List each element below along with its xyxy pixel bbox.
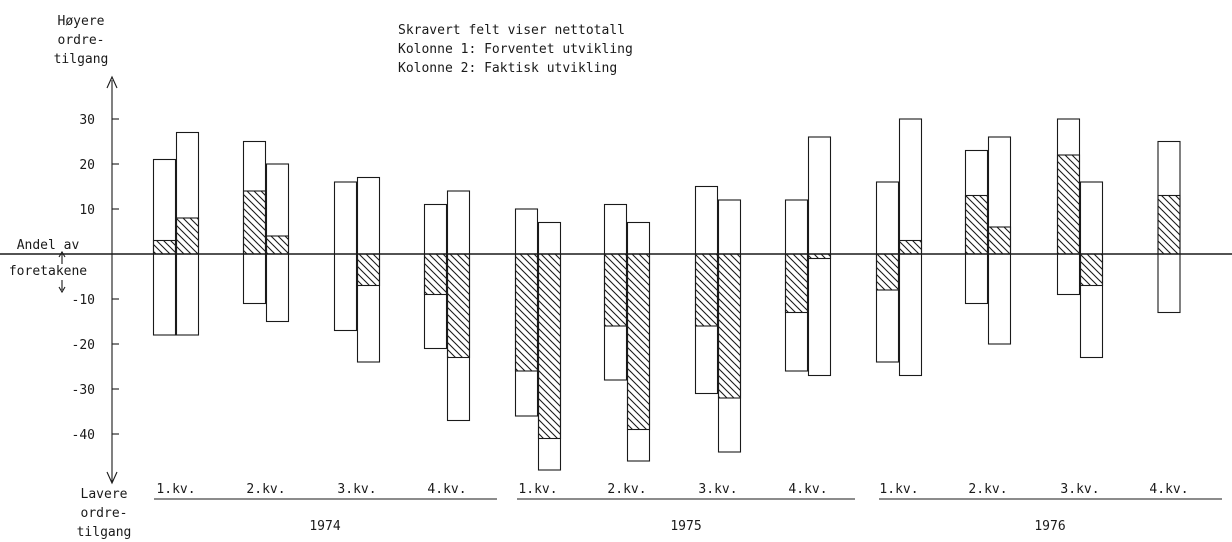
bar-net-hatched (1056, 154, 1081, 255)
bar-column-1 (242, 140, 267, 305)
y-bottom-caption-line-2: ordre- (81, 506, 128, 521)
y-tick-label: 30 (79, 113, 95, 128)
y-top-caption: Høyere ordre- tilgang (54, 14, 109, 67)
bar-net-hatched (356, 253, 381, 287)
note-column-1: Kolonne 1: Forventet utvikling (398, 42, 633, 57)
bar-net-hatched (537, 253, 562, 440)
bar-column-2 (987, 136, 1012, 345)
bar-net-hatched (964, 194, 989, 255)
arrow-up-icon (106, 75, 118, 89)
quarter-label: 2.kv. (246, 482, 285, 497)
bar-column-2 (898, 118, 923, 377)
year-label-1975: 1975 (670, 519, 701, 534)
bar-column-1 (423, 203, 448, 350)
y-top-caption-line-1: Høyere (58, 14, 105, 29)
quarter-label: 4.kv. (1149, 482, 1188, 497)
y-top-caption-line-3: tilgang (54, 52, 109, 67)
bar-net-hatched (626, 253, 651, 431)
y-bottom-caption-line-1: Lavere (81, 487, 128, 502)
y-tick-label: -40 (72, 428, 95, 443)
bar-column-2 (265, 163, 290, 323)
bar-column-2 (175, 131, 200, 336)
bar-net-hatched (694, 253, 719, 327)
bar-net-hatched (717, 253, 742, 399)
y-tick-label: 20 (79, 158, 95, 173)
bar-net-hatched (875, 253, 900, 291)
y-ticks: 30 20 10 -10 -20 -30 -40 (72, 113, 119, 443)
bar-net-hatched (987, 226, 1012, 255)
y-mid-caption: Andel av foretakene (9, 238, 87, 294)
bar-column-2 (537, 221, 562, 471)
note-hatched: Skravert felt viser nettotall (398, 23, 625, 38)
y-tick-label: -20 (72, 338, 95, 353)
bar-column-2 (807, 136, 832, 377)
bar-column-1 (152, 158, 177, 336)
y-top-caption-line-2: ordre- (58, 33, 105, 48)
y-tick-label: -30 (72, 383, 95, 398)
bar-column-2 (717, 199, 742, 453)
bar-net-hatched (423, 253, 448, 296)
quarter-label: 1.kv. (879, 482, 918, 497)
bar-column-2 (626, 221, 651, 462)
bar-column-1 (964, 149, 989, 305)
quarter-label: 4.kv. (427, 482, 466, 497)
bar-net-hatched (1157, 194, 1181, 255)
bar-column-1 (333, 181, 358, 332)
bar-range (333, 181, 358, 332)
bar-column-2 (356, 176, 381, 363)
bar-net-hatched (784, 253, 809, 314)
bar-net-hatched (514, 253, 539, 372)
bar-column-1 (784, 199, 809, 372)
quarter-label: 3.kv. (337, 482, 376, 497)
note-column-2: Kolonne 2: Faktisk utvikling (398, 61, 617, 76)
bar-column-1 (1157, 140, 1181, 314)
year-groups: 1974 1975 1976 (154, 498, 1222, 534)
quarter-label: 1.kv. (156, 482, 195, 497)
y-mid-caption-line-2: foretakene (9, 264, 87, 279)
bar-column-1 (603, 203, 628, 381)
quarter-label: 2.kv. (968, 482, 1007, 497)
y-tick-label: -10 (72, 293, 95, 308)
bar-net-hatched (152, 239, 177, 255)
year-label-1974: 1974 (309, 519, 340, 534)
chart-notes: Skravert felt viser nettotall Kolonne 1:… (398, 23, 633, 76)
bar-column-2 (1079, 181, 1104, 359)
quarter-label: 2.kv. (607, 482, 646, 497)
y-mid-caption-line-1: Andel av (17, 238, 80, 253)
y-bottom-caption: Lavere ordre- tilgang (77, 487, 132, 540)
bar-net-hatched (603, 253, 628, 327)
bars (152, 118, 1181, 471)
bar-column-2 (446, 190, 471, 422)
year-label-1976: 1976 (1034, 519, 1065, 534)
quarter-label: 4.kv. (788, 482, 827, 497)
arrow-up-small-icon (58, 250, 66, 264)
bar-net-hatched (446, 253, 471, 359)
bar-column-1 (514, 208, 539, 417)
quarter-label: 1.kv. (518, 482, 557, 497)
y-bottom-caption-line-3: tilgang (77, 525, 132, 540)
quarter-label: 3.kv. (1060, 482, 1099, 497)
bar-column-1 (875, 181, 900, 363)
quarter-labels: 1.kv. 2.kv. 3.kv. 4.kv. 1.kv. 2.kv. 3.kv. 4.kv.… (156, 482, 1188, 497)
bar-column-1 (694, 185, 719, 395)
y-tick-label: 10 (79, 203, 95, 218)
bar-net-hatched (1079, 253, 1104, 287)
bar-net-hatched (265, 235, 290, 255)
bar-net-hatched (898, 239, 923, 255)
bar-net-hatched (242, 190, 267, 255)
arrow-down-icon (106, 471, 118, 485)
bar-column-1 (1056, 118, 1081, 296)
quarter-label: 3.kv. (698, 482, 737, 497)
arrow-down-small-icon (58, 280, 66, 294)
bar-net-hatched (175, 217, 200, 255)
